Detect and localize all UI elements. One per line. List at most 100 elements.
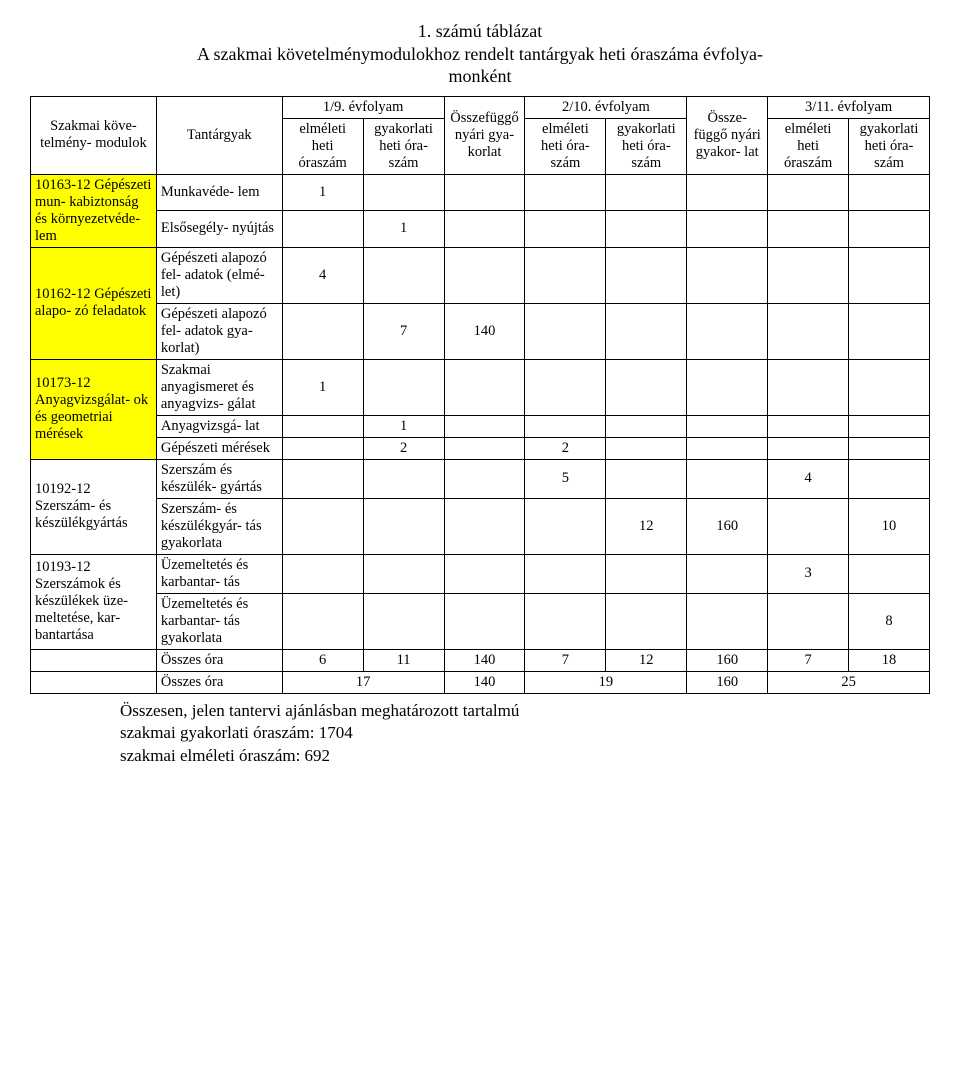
- val: [687, 554, 768, 593]
- val: 8: [849, 593, 930, 649]
- title-line-1: 1. számú táblázat: [30, 20, 930, 43]
- val: 1: [363, 211, 444, 248]
- val: [687, 174, 768, 211]
- subject-cell: Szerszám- és készülékgyár- tás gyakorlat…: [156, 498, 282, 554]
- hdr-ev311: 3/11. évfolyam: [768, 96, 930, 118]
- module-cell: 10162-12 Gépészeti alapo- zó feladatok: [31, 247, 157, 359]
- hdr-tantargyak: Tantárgyak: [156, 96, 282, 174]
- val: [606, 303, 687, 359]
- table-row: 10193-12 Szerszámok és készülékek üze- m…: [31, 554, 930, 593]
- val: [444, 359, 525, 415]
- val: [768, 247, 849, 303]
- val: [525, 211, 606, 248]
- totals-empty: [31, 671, 157, 693]
- val: [687, 211, 768, 248]
- val: 10: [849, 498, 930, 554]
- val: 17: [282, 671, 444, 693]
- val: [282, 303, 363, 359]
- val: [282, 211, 363, 248]
- val: [282, 415, 363, 437]
- table-row: Szerszám- és készülékgyár- tás gyakorlat…: [31, 498, 930, 554]
- subject-cell: Szakmai anyagismeret és anyagvizs- gálat: [156, 359, 282, 415]
- val: [849, 415, 930, 437]
- hdr-elm1: elméleti heti óraszám: [282, 118, 363, 174]
- val: [768, 593, 849, 649]
- val: [768, 498, 849, 554]
- totals-row-1: Összes óra 6 11 140 7 12 160 7 18: [31, 649, 930, 671]
- module-cell: 10173-12 Anyagvizsgálat- ok és geometria…: [31, 359, 157, 459]
- val: [525, 498, 606, 554]
- val: [525, 174, 606, 211]
- val: [444, 437, 525, 459]
- val: [849, 437, 930, 459]
- val: 12: [606, 649, 687, 671]
- val: [363, 359, 444, 415]
- title-block: 1. számú táblázat A szakmai követelménym…: [30, 20, 930, 88]
- val: [687, 247, 768, 303]
- val: [849, 247, 930, 303]
- val: [444, 415, 525, 437]
- totals-row-2: Összes óra 17 140 19 160 25: [31, 671, 930, 693]
- val: [606, 593, 687, 649]
- val: [444, 554, 525, 593]
- totals-empty: [31, 649, 157, 671]
- subject-cell: Gépészeti alapozó fel- adatok (elmé- let…: [156, 247, 282, 303]
- val: 4: [768, 459, 849, 498]
- val: [282, 498, 363, 554]
- header-row-1: Szakmai köve- telmény- modulok Tantárgya…: [31, 96, 930, 118]
- subject-cell: Anyagvizsgá- lat: [156, 415, 282, 437]
- val: 19: [525, 671, 687, 693]
- val: [849, 174, 930, 211]
- val: 12: [606, 498, 687, 554]
- val: [282, 554, 363, 593]
- val: [687, 303, 768, 359]
- val: 1: [282, 359, 363, 415]
- val: 2: [525, 437, 606, 459]
- val: [525, 359, 606, 415]
- table-row: Gépészeti mérések 2 2: [31, 437, 930, 459]
- hdr-ev210: 2/10. évfolyam: [525, 96, 687, 118]
- val: [525, 415, 606, 437]
- hdr-ofny1: Összefüggő nyári gya- korlat: [444, 96, 525, 174]
- val: 7: [768, 649, 849, 671]
- val: [444, 593, 525, 649]
- subject-cell: Üzemeltetés és karbantar- tás: [156, 554, 282, 593]
- val: 160: [687, 671, 768, 693]
- val: [363, 459, 444, 498]
- subject-cell: Gépészeti mérések: [156, 437, 282, 459]
- val: [606, 554, 687, 593]
- subject-cell: Munkavéde- lem: [156, 174, 282, 211]
- subject-cell: Üzemeltetés és karbantar- tás gyakorlata: [156, 593, 282, 649]
- val: [768, 174, 849, 211]
- val: [606, 415, 687, 437]
- val: [687, 359, 768, 415]
- footer-block: Összesen, jelen tantervi ajánlásban megh…: [120, 700, 930, 769]
- table-row: 10162-12 Gépészeti alapo- zó feladatok G…: [31, 247, 930, 303]
- val: [282, 593, 363, 649]
- val: 5: [525, 459, 606, 498]
- val: [606, 174, 687, 211]
- val: [768, 359, 849, 415]
- title-line-3: monként: [30, 65, 930, 88]
- table-row: Anyagvizsgá- lat 1: [31, 415, 930, 437]
- val: [687, 415, 768, 437]
- hdr-gyak1: gyakorlati heti óra- szám: [363, 118, 444, 174]
- val: 7: [363, 303, 444, 359]
- val: [444, 498, 525, 554]
- val: 18: [849, 649, 930, 671]
- val: [849, 359, 930, 415]
- val: [606, 459, 687, 498]
- title-line-2: A szakmai követelménymodulokhoz rendelt …: [30, 43, 930, 66]
- val: [282, 437, 363, 459]
- module-cell: 10192-12 Szerszám- és készülékgyártás: [31, 459, 157, 554]
- hours-table: Szakmai köve- telmény- modulok Tantárgya…: [30, 96, 930, 694]
- val: [444, 247, 525, 303]
- val: [606, 437, 687, 459]
- val: [849, 554, 930, 593]
- val: 11: [363, 649, 444, 671]
- val: [687, 437, 768, 459]
- val: 7: [525, 649, 606, 671]
- table-row: 10192-12 Szerszám- és készülékgyártás Sz…: [31, 459, 930, 498]
- val: [363, 554, 444, 593]
- totals-label: Összes óra: [156, 649, 282, 671]
